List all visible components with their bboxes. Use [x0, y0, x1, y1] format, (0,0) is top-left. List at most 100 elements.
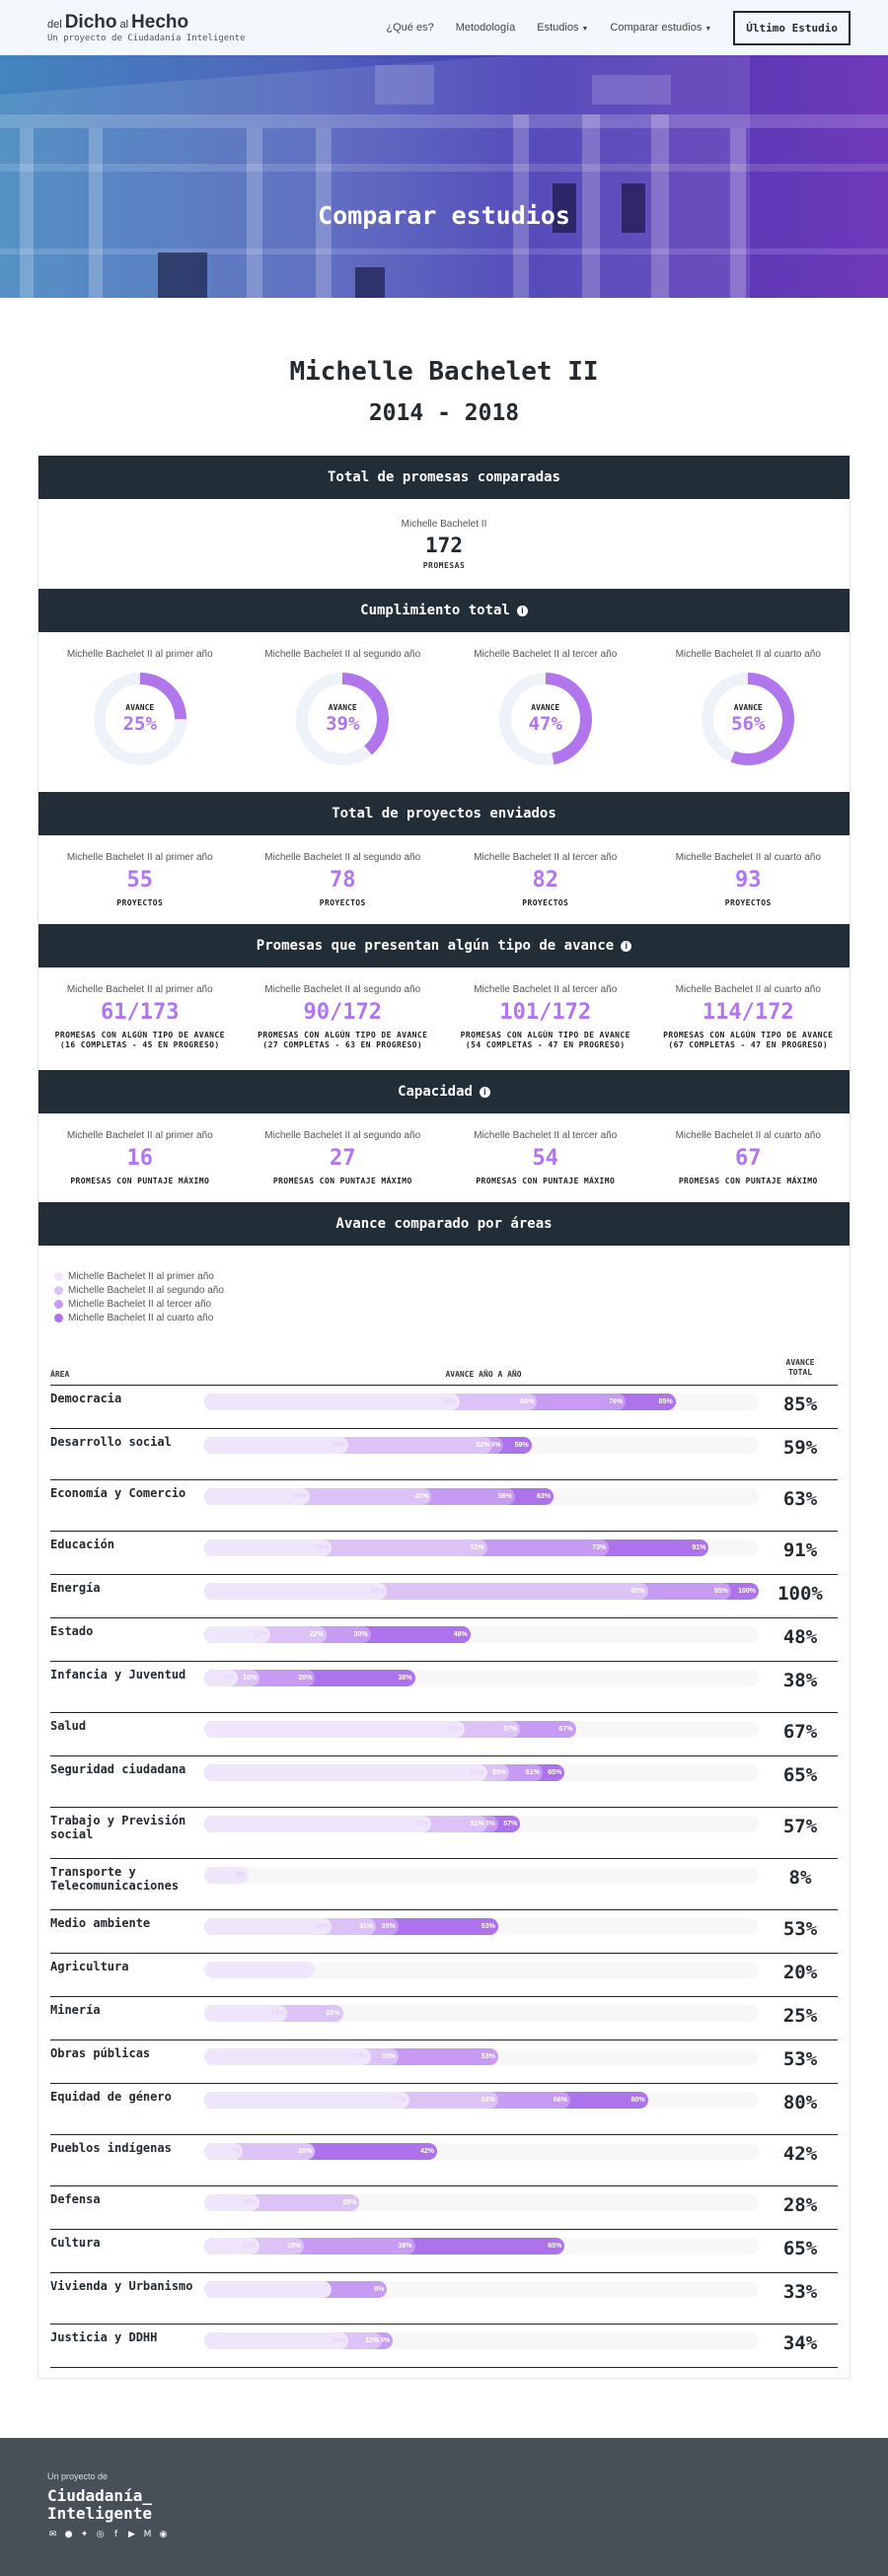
nav-estudios-label: Estudios — [537, 22, 579, 34]
donut-col: Michelle Bachelet II al primer año AVANCE… — [38, 649, 242, 792]
area-total: 57% — [782, 1815, 818, 1837]
medium-icon[interactable]: M — [143, 2529, 152, 2540]
donut-chart: AVANCE 56% — [699, 670, 797, 768]
footer-logo-1: Ciudadanía_ — [47, 2485, 152, 2505]
caret-down-icon: ▼ — [581, 26, 589, 33]
cumplimiento-row: Michelle Bachelet II al primer año AVANCE… — [38, 632, 850, 792]
col-total-2: TOTAL — [787, 1368, 813, 1378]
donut-value: 47% — [528, 713, 562, 735]
period-label: Michelle Bachelet II al segundo año — [264, 649, 421, 660]
col-total: AVANCE TOTAL — [763, 1358, 838, 1379]
youtube-icon[interactable]: ▶ — [128, 2529, 135, 2540]
bar-segment: 23% — [204, 1917, 333, 1935]
capacidad-value: 67 — [735, 1146, 762, 1171]
area-row: Estado 48% 30% 22% 12% 48% — [50, 1618, 838, 1662]
proyectos-value: 82 — [532, 868, 559, 893]
brand-big-1: Dicho — [64, 11, 117, 33]
proyectos-value: 55 — [126, 868, 154, 893]
globe-icon[interactable]: ◉ — [159, 2529, 168, 2540]
area-name: Vivienda y Urbanismo — [50, 2278, 193, 2293]
bar-segment: 12% — [204, 1625, 271, 1643]
info-icon[interactable]: i — [516, 605, 528, 616]
legend-label: Michelle Bachelet II al tercer año — [68, 1298, 212, 1310]
area-total: 65% — [782, 1763, 818, 1786]
nav-estudios[interactable]: Estudios ▼ — [537, 22, 588, 34]
period-label: Michelle Bachelet II al primer año — [66, 1130, 213, 1141]
nav-comparar[interactable]: Comparar estudios ▼ — [610, 22, 711, 34]
main-nav: ¿Qué es? Metodología Estudios ▼ Comparar … — [386, 10, 851, 45]
avance-detail: (54 COMPLETAS - 47 EN PROGRESO) — [465, 1040, 626, 1050]
donut-label: AVANCE — [733, 703, 763, 712]
area-name: Transporte y Telecomunicaciones — [50, 1864, 180, 1893]
twitter-icon[interactable]: ✦ — [80, 2529, 89, 2540]
ultimo-estudio-button[interactable]: Último Estudio — [733, 10, 851, 45]
area-row: Pueblos indígenas 42% 20% 7% 42% — [50, 2135, 838, 2186]
github-icon[interactable]: ● — [64, 2529, 73, 2540]
facebook-icon[interactable]: f — [113, 2529, 118, 2540]
legend-item: Michelle Bachelet II al tercer año — [54, 1297, 838, 1311]
bar-segment: 47% — [204, 1720, 466, 1738]
area-name: Infancia y Juventud — [50, 1667, 186, 1682]
legend-dot — [54, 1313, 63, 1323]
area-name: Energía — [50, 1580, 101, 1595]
area-total: 80% — [782, 2091, 818, 2113]
period-label: Michelle Bachelet II al cuarto año — [675, 1130, 821, 1141]
footer: Un proyecto de Ciudadanía_ Inteligente ✉ … — [0, 2437, 888, 2576]
area-total: 85% — [782, 1393, 818, 1415]
area-row: Equidad de género 80% 66% 53% 37% 80% — [50, 2084, 838, 2135]
donut-col: Michelle Bachelet II al cuarto año AVANCE… — [647, 649, 851, 792]
area-row: Economía y Comercio 63% 56% 41% 19% 63% — [50, 1480, 838, 1532]
area-bar: 53% 35% 30% — [204, 2047, 759, 2065]
donut-label: AVANCE — [328, 703, 357, 712]
area-bar — [204, 1961, 759, 1978]
area-row: Seguridad ciudadana 65% 61% 55% 51% 65% — [50, 1756, 838, 1808]
area-bar: 48% 30% 22% 12% — [204, 1625, 759, 1643]
proyectos-sub: PROYECTOS — [522, 898, 569, 907]
section-title: Total de promesas comparadas — [327, 469, 560, 485]
legend-item: Michelle Bachelet II al primer año — [54, 1269, 838, 1283]
proyectos-value: 93 — [735, 868, 762, 893]
area-name: Justicia y DDHH — [50, 2329, 158, 2344]
area-bar: 67% 57% 47% — [204, 1720, 759, 1738]
bar-segment: 33% — [204, 1582, 388, 1600]
area-name: Minería — [50, 2002, 101, 2017]
period-label: Michelle Bachelet II al primer año — [66, 852, 213, 863]
capacidad-value: 27 — [330, 1146, 356, 1171]
donut-col: Michelle Bachelet II al segundo año AVANC… — [242, 649, 445, 792]
period-label: Michelle Bachelet II al tercer año — [474, 1130, 618, 1141]
footer-logo[interactable]: Ciudadanía_ Inteligente — [47, 2485, 841, 2524]
section-header-avance: Promesas que presentan algún tipo de ava… — [38, 924, 850, 967]
area-bar: 8% — [204, 1866, 759, 1884]
period-label: Michelle Bachelet II al primer año — [66, 649, 213, 660]
nav-metodologia[interactable]: Metodología — [455, 22, 516, 34]
brand-subtitle: Un proyecto de Ciudadanía Inteligente — [47, 33, 246, 43]
avance-sub-label: PROMESAS CON ALGÚN TIPO DE AVANCE — [460, 1031, 630, 1039]
nav-que-es[interactable]: ¿Qué es? — [386, 22, 434, 34]
avance-detail: (16 COMPLETAS - 45 EN PROGRESO) — [59, 1040, 220, 1050]
area-row: Defensa 28% 10% 28% — [50, 2186, 838, 2230]
area-name: Estado — [50, 1623, 94, 1638]
info-icon[interactable]: i — [479, 1086, 490, 1098]
donut-arc — [296, 673, 390, 765]
brand-logo[interactable]: del Dicho al Hecho Un proyecto de Ciudad… — [47, 13, 245, 43]
instagram-icon[interactable]: ◎ — [96, 2529, 105, 2540]
total-value: 172 — [425, 534, 463, 557]
area-total: 65% — [782, 2237, 818, 2259]
section-header-capacidad: Capacidad i — [38, 1070, 850, 1113]
total-label: Michelle Bachelet II — [401, 519, 487, 530]
donut-chart: AVANCE 47% — [496, 670, 595, 768]
area-bar: 65% 38% 18% 10% — [204, 2237, 759, 2254]
area-bar: 100% 95% 80% 33% — [204, 1582, 759, 1600]
donut-label: AVANCE — [125, 703, 155, 712]
hero-banner: Comparar estudios — [0, 55, 888, 298]
bar-segment — [204, 2280, 333, 2298]
bar-segment: 19% — [204, 1487, 310, 1505]
email-icon[interactable]: ✉ — [48, 2529, 57, 2540]
info-icon[interactable]: i — [621, 940, 632, 952]
avance-value: 61/173 — [101, 1000, 180, 1025]
area-total: 28% — [782, 2193, 818, 2216]
areas-section: Michelle Bachelet II al primer año Miche… — [38, 1246, 850, 2378]
avance-detail: (27 COMPLETAS - 63 EN PROGRESO) — [262, 1040, 423, 1050]
bar-segment: 26% — [204, 2331, 349, 2349]
area-bar: 57% 53% 51% 41% — [204, 1815, 759, 1832]
